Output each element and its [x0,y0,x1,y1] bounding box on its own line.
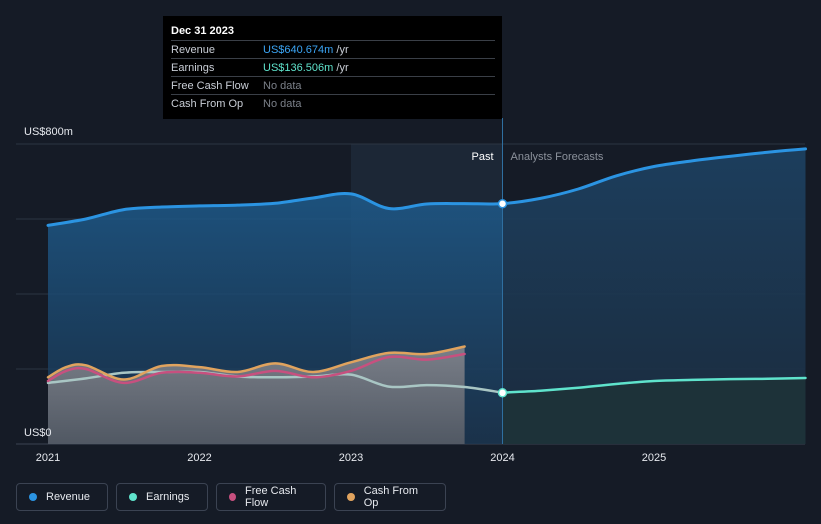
legend-earnings[interactable]: Earnings [116,483,208,511]
x-tick-label: 2021 [36,452,60,464]
legend-free-cash-flow[interactable]: Free Cash Flow [216,483,326,511]
chart-legend: Revenue Earnings Free Cash Flow Cash Fro… [16,483,446,511]
tooltip-revenue-value: US$640.674m [263,43,334,56]
revenue-dot-icon [29,493,37,501]
legend-earnings-label: Earnings [146,491,190,503]
revenue-marker [497,198,508,209]
y-axis-min-label: US$0 [24,427,52,439]
forecast-label: Analysts Forecasts [511,151,604,163]
legend-cash-from-op-label: Cash From Op [363,485,419,509]
earnings-forecast-area [502,378,806,444]
legend-revenue-label: Revenue [46,491,91,503]
tooltip-row-free-cash-flow: Free Cash Flow No data [171,76,495,94]
data-tooltip: Dec 31 2023 Revenue US$640.674m /yr Earn… [163,16,502,119]
legend-free-cash-flow-label: Free Cash Flow [245,485,297,509]
tooltip-earnings-label: Earnings [171,61,215,74]
tooltip-row-revenue: Revenue US$640.674m /yr [171,40,495,58]
free-cash-flow-dot-icon [229,493,236,501]
legend-revenue[interactable]: Revenue [16,483,108,511]
x-tick-label: 2025 [642,452,666,464]
earnings-forecast-line [501,376,807,394]
earnings-past-line [46,370,504,394]
free-cash-flow-line [46,352,466,385]
tooltip-row-earnings: Earnings US$136.506m /yr [171,58,495,76]
tooltip-date: Dec 31 2023 [171,25,234,37]
x-tick-label: 2022 [187,452,211,464]
tooltip-revenue-label: Revenue [171,43,216,56]
tooltip-fcf-value: No data [263,79,302,92]
earnings-dot-icon [129,493,137,501]
x-tick-label: 2024 [490,452,514,464]
cash-from-op-dot-icon [347,493,355,501]
tooltip-row-cash-from-op: Cash From Op No data [171,94,495,112]
tooltip-revenue-unit: /yr [336,43,349,56]
cash-from-op-line [46,345,466,381]
past-label: Past [471,151,493,163]
tooltip-earnings-unit: /yr [336,61,349,74]
revenue-line [46,147,807,227]
revenue-forecast-area [502,148,806,444]
y-axis-max-label: US$800m [24,126,73,138]
tooltip-earnings-value: US$136.506m [263,61,334,74]
tooltip-fcf-label: Free Cash Flow [171,79,249,92]
tooltip-cfo-value: No data [263,97,302,110]
earnings-marker [497,388,508,398]
legend-cash-from-op[interactable]: Cash From Op [334,483,446,511]
x-tick-label: 2023 [339,452,363,464]
tooltip-cfo-label: Cash From Op [171,97,244,110]
